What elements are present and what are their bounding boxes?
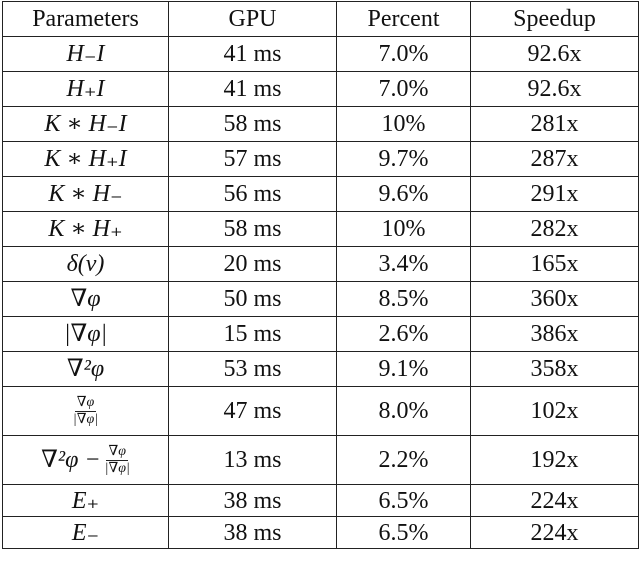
table-row: H₋I 41 ms 7.0% 92.6x — [2, 36, 639, 72]
cell: 224x — [470, 484, 639, 517]
cell: 360x — [470, 281, 639, 317]
cell: 358x — [470, 351, 639, 387]
table-row: E₋ 38 ms 6.5% 224x — [2, 516, 639, 549]
cell: 6.5% — [336, 484, 471, 517]
fraction: ∇φ |∇φ| — [72, 394, 99, 427]
header-row: Parameters GPU Percent Speedup — [2, 1, 639, 37]
cell: 386x — [470, 316, 639, 352]
cell: 92.6x — [470, 36, 639, 72]
cell: 58 ms — [168, 106, 337, 142]
cell: H₋I — [2, 36, 169, 72]
table-body: H₋I 41 ms 7.0% 92.6x H₊I 41 ms 7.0% 92.6x K ∗ H₋… — [2, 36, 639, 549]
cell: 10% — [336, 106, 471, 142]
numerator: ∇φ — [106, 443, 128, 461]
cell: 47 ms — [168, 386, 337, 436]
fraction: ∇φ |∇φ| — [104, 443, 130, 476]
table-row: ∇φ 50 ms 8.5% 360x — [2, 281, 639, 317]
header-cell: GPU — [168, 1, 337, 37]
table-row: K ∗ H₋ 56 ms 9.6% 291x — [2, 176, 639, 212]
table-row: |∇φ| 15 ms 2.6% 386x — [2, 316, 639, 352]
cell: 7.0% — [336, 36, 471, 72]
cell: δ(ν) — [2, 246, 169, 282]
cell: K ∗ H₊I — [2, 141, 169, 177]
cell: ∇²φ — [2, 351, 169, 387]
header-cell: Parameters — [2, 1, 169, 37]
table-row: ∇²φ 53 ms 9.1% 358x — [2, 351, 639, 387]
cell: 56 ms — [168, 176, 337, 212]
cell: 287x — [470, 141, 639, 177]
cell: 9.1% — [336, 351, 471, 387]
cell: 281x — [470, 106, 639, 142]
cell: 2.6% — [336, 316, 471, 352]
cell: 57 ms — [168, 141, 337, 177]
cell: 291x — [470, 176, 639, 212]
cell: K ∗ H₋ — [2, 176, 169, 212]
cell: E₊ — [2, 484, 169, 517]
table-row: ∇φ |∇φ| 47 ms 8.0% 102x — [2, 386, 639, 436]
cell: 8.0% — [336, 386, 471, 436]
math-lead: ∇²φ − — [41, 447, 101, 473]
table-row: K ∗ H₊I 57 ms 9.7% 287x — [2, 141, 639, 177]
cell: 9.6% — [336, 176, 471, 212]
cell: 10% — [336, 211, 471, 247]
cell: 20 ms — [168, 246, 337, 282]
cell: 102x — [470, 386, 639, 436]
cell: 13 ms — [168, 435, 337, 485]
header-cell: Speedup — [470, 1, 639, 37]
cell: 41 ms — [168, 71, 337, 107]
table-row: K ∗ H₋I 58 ms 10% 281x — [2, 106, 639, 142]
cell: 7.0% — [336, 71, 471, 107]
table-row: E₊ 38 ms 6.5% 224x — [2, 484, 639, 517]
cell: 53 ms — [168, 351, 337, 387]
table-row: δ(ν) 20 ms 3.4% 165x — [2, 246, 639, 282]
cell: 92.6x — [470, 71, 639, 107]
cell: 3.4% — [336, 246, 471, 282]
numerator: ∇φ — [74, 394, 97, 412]
cell: 165x — [470, 246, 639, 282]
table-row: K ∗ H₊ 58 ms 10% 282x — [2, 211, 639, 247]
cell: 224x — [470, 516, 639, 549]
cell: 38 ms — [168, 484, 337, 517]
header-cell: Percent — [336, 1, 471, 37]
cell: E₋ — [2, 516, 169, 549]
results-table: Parameters GPU Percent Speedup H₋I 41 ms 7.0%… — [2, 1, 639, 549]
denominator: |∇φ| — [104, 460, 130, 476]
cell: ∇φ — [2, 281, 169, 317]
cell: 8.5% — [336, 281, 471, 317]
cell: 41 ms — [168, 36, 337, 72]
cell: ∇²φ − ∇φ |∇φ| — [2, 435, 169, 485]
cell: 6.5% — [336, 516, 471, 549]
cell: 38 ms — [168, 516, 337, 549]
cell: H₊I — [2, 71, 169, 107]
cell: K ∗ H₋I — [2, 106, 169, 142]
cell: K ∗ H₊ — [2, 211, 169, 247]
cell: 9.7% — [336, 141, 471, 177]
cell: 282x — [470, 211, 639, 247]
cell: 192x — [470, 435, 639, 485]
cell: 58 ms — [168, 211, 337, 247]
denominator: |∇φ| — [72, 411, 99, 427]
cell: 15 ms — [168, 316, 337, 352]
cell: 50 ms — [168, 281, 337, 317]
table-row: ∇²φ − ∇φ |∇φ| 13 ms 2.2% 192x — [2, 435, 639, 485]
cell: |∇φ| — [2, 316, 169, 352]
table-row: H₊I 41 ms 7.0% 92.6x — [2, 71, 639, 107]
cell: 2.2% — [336, 435, 471, 485]
cell: ∇φ |∇φ| — [2, 386, 169, 436]
